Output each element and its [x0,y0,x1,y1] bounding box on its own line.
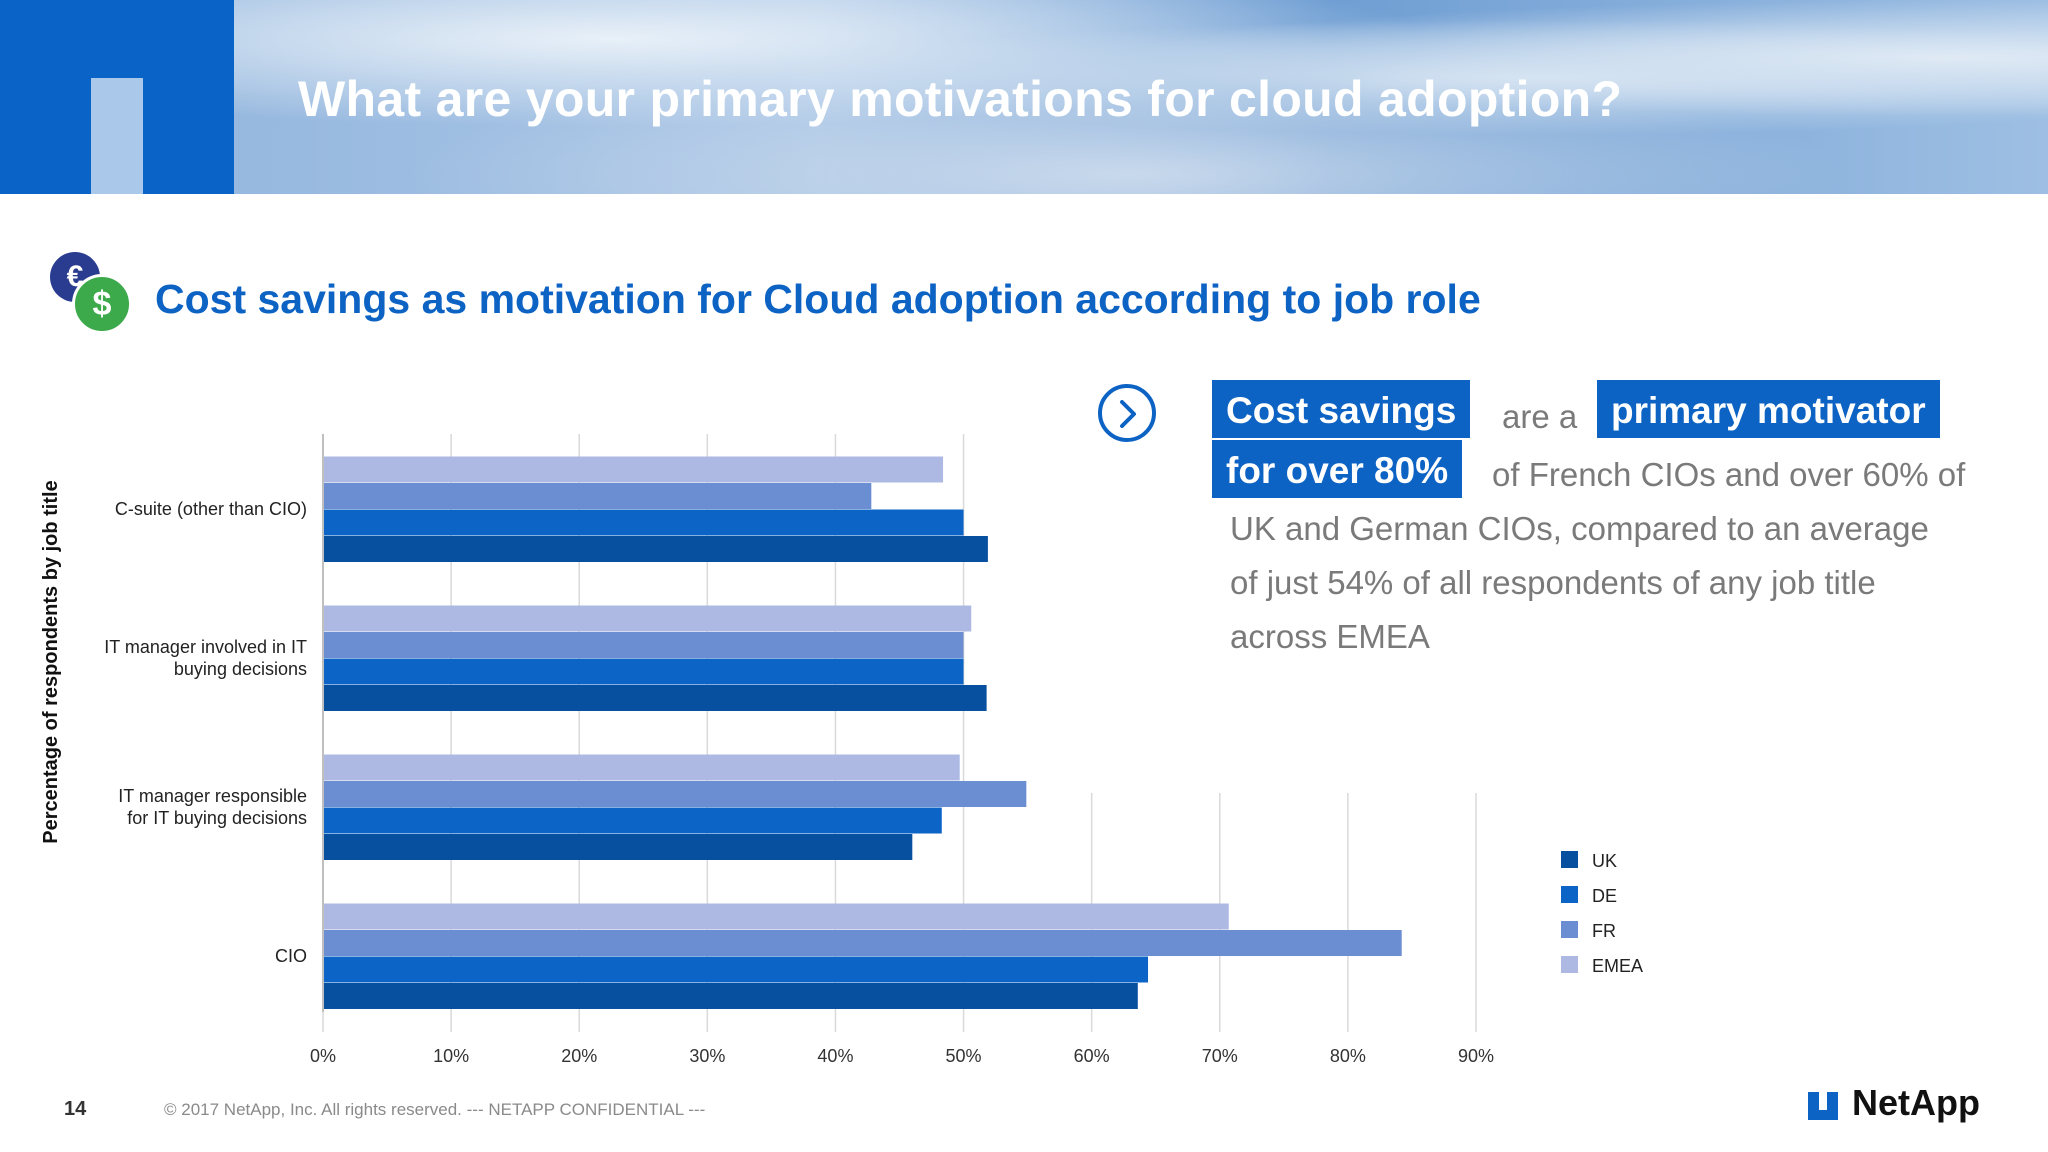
page-title: What are your primary motivations for cl… [298,71,1623,127]
legend-label-fr: FR [1592,921,1616,941]
callout-highlight-2: primary motivator [1597,380,1940,438]
category-label: CIO [275,946,307,966]
bar-fr-0 [323,483,872,509]
bar-de-1 [323,658,964,685]
x-tick-label: 40% [817,1046,853,1066]
bar-de-3 [323,956,1149,983]
callout-line-2: of French CIOs and over 60% of [1492,456,1966,493]
category-label: IT manager responsible for IT buying deci… [118,786,307,828]
bar-fr-3 [323,930,1402,956]
copyright-notice: © 2017 NetApp, Inc. All rights reserved.… [164,1100,706,1119]
legend-swatch-uk [1561,851,1578,868]
bar-de-2 [323,807,942,834]
callout-text-1: are a [1502,398,1578,435]
x-tick-label: 60% [1074,1046,1110,1066]
legend-swatch-emea [1561,956,1578,973]
bar-fr-2 [323,781,1027,807]
bar-uk-1 [323,685,987,711]
bar-emea-3 [323,903,1229,930]
callout-highlight-3: for over 80% [1212,440,1463,498]
bar-uk-0 [323,536,988,562]
bar-emea-1 [323,605,972,632]
callout-line-4: of just 54% of all respondents of any jo… [1230,564,1876,601]
category-label: C-suite (other than CIO) [115,499,307,519]
legend-swatch-fr [1561,921,1578,938]
x-tick-label: 70% [1202,1046,1238,1066]
x-tick-label: 10% [433,1046,469,1066]
callout-line-3: UK and German CIOs, compared to an avera… [1230,510,1929,547]
header-banner: What are your primary motivations for cl… [0,0,2048,194]
dollar-icon: $ [72,274,132,334]
y-axis-title: Percentage of respondents by job title [40,480,62,843]
x-tick-label: 20% [561,1046,597,1066]
page-number: 14 [64,1098,87,1120]
bar-chart: 0% 10% 20% 30% 40% 50% 60% 70% 80% 90% C-suite (ot… [40,434,1643,1066]
bar-de-0 [323,509,964,536]
netapp-logo-text: NetApp [1852,1082,1980,1123]
callout-line-5: across EMEA [1230,618,1430,655]
bar-emea-2 [323,754,960,781]
netapp-logo-mark [1808,1092,1838,1120]
legend-label-emea: EMEA [1592,956,1643,976]
x-tick-label: 50% [946,1046,982,1066]
legend-label-de: DE [1592,886,1617,906]
chevron-right-circle-icon [1098,384,1156,442]
legend-swatch-de [1561,886,1578,903]
chart-subtitle: Cost savings as motivation for Cloud ado… [155,276,1481,322]
brand-pillar [91,78,143,194]
bar-uk-2 [323,834,913,860]
callout-highlight-1: Cost savings [1212,380,1471,438]
bar-emea-0 [323,456,944,483]
x-tick-label: 90% [1458,1046,1494,1066]
x-tick-label: 80% [1330,1046,1366,1066]
category-label: IT manager involved in IT buying decision… [104,637,307,679]
bar-uk-3 [323,983,1138,1009]
legend-label-uk: UK [1592,851,1617,871]
x-tick-label: 0% [310,1046,336,1066]
bar-fr-1 [323,632,964,658]
x-tick-label: 30% [689,1046,725,1066]
